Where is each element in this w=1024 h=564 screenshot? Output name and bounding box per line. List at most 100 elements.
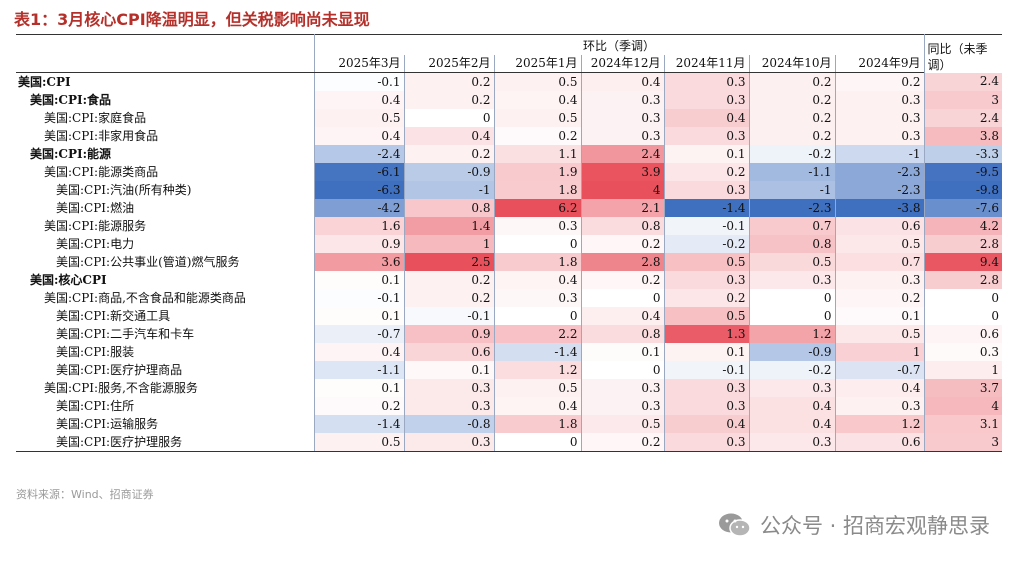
value-cell: 0.4 <box>493 271 581 289</box>
value-cell: 0.6 <box>403 343 494 361</box>
row-label: 美国:CPI:运输服务 <box>56 416 159 431</box>
value-cell: -0.2 <box>748 361 835 379</box>
table-row: 美国:CPI:服装 0.4 0.6 -1.4 0.1 0.1 -0.9 1 0.3 <box>16 343 1002 361</box>
header-month: 2025年3月 <box>313 55 404 73</box>
value-cell: -0.1 <box>663 361 749 379</box>
value-cell: -4.2 <box>313 199 404 217</box>
value-cell: 0.5 <box>663 307 749 325</box>
value-cell: 1.9 <box>493 163 581 181</box>
value-cell: 0.4 <box>834 379 924 397</box>
value-cell: 0.2 <box>748 109 835 127</box>
value-cell: 0 <box>748 289 835 307</box>
value-cell: 0 <box>403 109 494 127</box>
value-cell: 0.3 <box>580 127 664 145</box>
value-cell: 0.2 <box>748 91 835 109</box>
row-label: 美国:CPI:燃油 <box>56 200 135 215</box>
value-cell: 2.4 <box>923 109 1002 127</box>
row-label: 美国:CPI:医疗护理商品 <box>56 362 183 377</box>
value-cell: 0.2 <box>403 91 494 109</box>
value-cell: 0.6 <box>834 217 924 235</box>
table-body: 美国:CPI -0.1 0.2 0.5 0.4 0.3 0.2 0.2 2.4 美国:CPI:食品… <box>16 72 1002 452</box>
value-cell: -2.4 <box>313 145 404 163</box>
header-yoy: 同比（未季调） <box>923 34 1002 73</box>
value-cell: 0 <box>493 235 581 253</box>
row-label: 美国:CPI:二手汽车和卡车 <box>56 326 195 341</box>
value-cell: -2.3 <box>748 199 835 217</box>
value-cell: 0.1 <box>403 361 494 379</box>
value-cell: 9.4 <box>923 253 1002 271</box>
value-cell: 0.3 <box>663 271 749 289</box>
value-cell: -9.5 <box>923 163 1002 181</box>
value-cell: 0 <box>923 307 1002 325</box>
value-cell: -0.8 <box>403 415 494 433</box>
table-row: 美国:CPI -0.1 0.2 0.5 0.4 0.3 0.2 0.2 2.4 <box>16 72 1002 91</box>
row-label: 美国:CPI:能源服务 <box>44 218 147 233</box>
value-cell: 0.2 <box>663 163 749 181</box>
value-cell: 0.4 <box>748 397 835 415</box>
table-row: 美国:CPI:燃油 -4.2 0.8 6.2 2.1 -1.4 -2.3 -3.8 -7.6 <box>16 199 1002 217</box>
value-cell: 0.4 <box>580 307 664 325</box>
value-cell: -1 <box>748 181 835 199</box>
value-cell: 0.3 <box>834 271 924 289</box>
row-label: 美国:CPI:住所 <box>56 398 135 413</box>
header-blank <box>16 35 314 56</box>
value-cell: -6.1 <box>313 163 404 181</box>
value-cell: -6.3 <box>313 181 404 199</box>
value-cell: 0.3 <box>834 91 924 109</box>
row-label: 美国:CPI:医疗护理服务 <box>16 433 314 452</box>
value-cell: 0.7 <box>834 253 924 271</box>
value-cell: 0.4 <box>313 127 404 145</box>
table-row: 美国:CPI:服务,不含能源服务 0.1 0.3 0.5 0.3 0.3 0.3 0.4 3.7 <box>16 379 1002 397</box>
row-label: 美国:CPI:电力 <box>56 236 135 251</box>
watermark-text: 公众号 · 招商宏观静思录 <box>759 514 990 538</box>
value-cell: 0.2 <box>403 145 494 163</box>
value-cell: 0 <box>748 307 835 325</box>
value-cell: 0.5 <box>313 433 404 452</box>
header-month: 2025年1月 <box>493 55 581 73</box>
value-cell: 4.2 <box>923 217 1002 235</box>
value-cell: 0.3 <box>403 433 494 452</box>
value-cell: 0.3 <box>923 343 1002 361</box>
value-cell: 2.4 <box>580 145 664 163</box>
value-cell: 0.4 <box>580 72 664 91</box>
value-cell: -1.1 <box>313 361 404 379</box>
value-cell: 0.5 <box>663 253 749 271</box>
value-cell: -0.1 <box>313 289 404 307</box>
value-cell: 0.2 <box>403 289 494 307</box>
value-cell: 3 <box>923 91 1002 109</box>
header-month: 2024年12月 <box>580 55 664 73</box>
value-cell: 0.3 <box>493 289 581 307</box>
value-cell: 0.3 <box>834 397 924 415</box>
value-cell: 0.3 <box>403 397 494 415</box>
value-cell: 0.9 <box>403 325 494 343</box>
value-cell: 0.3 <box>580 379 664 397</box>
value-cell: 0.2 <box>834 72 924 91</box>
value-cell: -1 <box>834 145 924 163</box>
value-cell: 0.2 <box>580 235 664 253</box>
value-cell: 0.3 <box>834 109 924 127</box>
value-cell: 0.2 <box>663 289 749 307</box>
value-cell: 1 <box>403 235 494 253</box>
value-cell: 0.5 <box>834 235 924 253</box>
value-cell: -1 <box>403 181 494 199</box>
value-cell: 3 <box>923 433 1002 452</box>
table-row: 美国:CPI:非家用食品 0.4 0.4 0.2 0.3 0.3 0.2 0.3 3.8 <box>16 127 1002 145</box>
value-cell: -3.3 <box>923 145 1002 163</box>
value-cell: 0.4 <box>663 109 749 127</box>
value-cell: 0.3 <box>748 433 835 452</box>
value-cell: 0.3 <box>663 72 749 91</box>
value-cell: 0.5 <box>493 109 581 127</box>
value-cell: 0.2 <box>580 433 664 452</box>
value-cell: 0 <box>493 307 581 325</box>
value-cell: -0.2 <box>663 235 749 253</box>
value-cell: -9.8 <box>923 181 1002 199</box>
value-cell: 1.3 <box>663 325 749 343</box>
value-cell: 0 <box>923 289 1002 307</box>
value-cell: 0.1 <box>663 343 749 361</box>
value-cell: 0.6 <box>834 433 924 452</box>
value-cell: 0 <box>493 433 581 452</box>
value-cell: 0.3 <box>663 91 749 109</box>
table-row: 美国:CPI:能源 -2.4 0.2 1.1 2.4 0.1 -0.2 -1 -3.3 <box>16 145 1002 163</box>
value-cell: 0.3 <box>663 397 749 415</box>
value-cell: 0.7 <box>748 217 835 235</box>
